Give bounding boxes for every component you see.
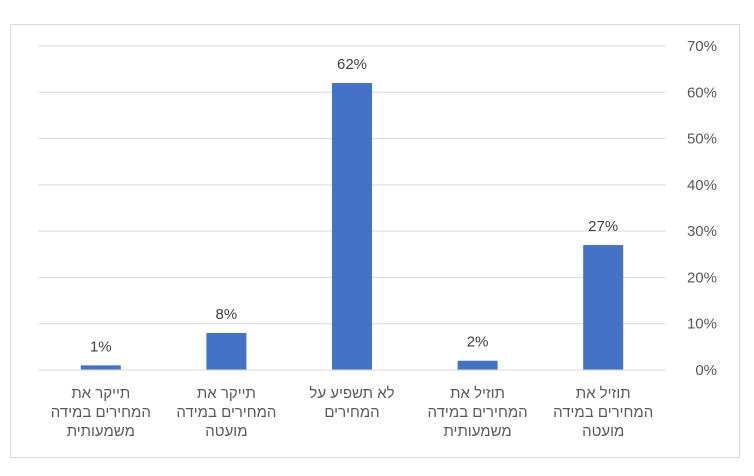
category-label-line: לא תשפיע על (309, 385, 394, 402)
bar (457, 360, 498, 370)
category-label-line: תוזיל את (576, 385, 631, 402)
y-tick-label: 40% (687, 177, 717, 194)
data-label: 27% (588, 218, 618, 235)
category-label: תוזיל את המחירים במידה מועטה (553, 385, 653, 440)
bars (80, 83, 624, 371)
chart-frame (10, 24, 740, 458)
bar (332, 83, 372, 371)
data-labels: 27% 2% 62% 8% 1% (90, 56, 618, 355)
bar (206, 332, 247, 370)
y-tick-label: 20% (687, 269, 717, 286)
category-label: תייקר את המחירים במידה מועטה (176, 385, 276, 440)
y-tick-label: 30% (687, 223, 717, 240)
data-label: 8% (216, 306, 238, 323)
bar (583, 245, 624, 370)
category-label-line: תייקר את (71, 385, 130, 402)
y-axis-ticks: 0% 10% 20% 30% 40% 50% 60% 70% (687, 38, 717, 379)
bar (80, 365, 121, 370)
category-label: תייקר את המחירים במידה משמעותית (51, 385, 151, 440)
y-tick-label: 70% (687, 38, 717, 55)
data-label: 2% (467, 334, 489, 351)
y-tick-label: 10% (687, 316, 717, 333)
y-tick-label: 50% (687, 131, 717, 148)
category-label-line: המחירים במידה (51, 404, 151, 421)
category-label-line: מועטה (205, 423, 247, 440)
data-label: 1% (90, 338, 112, 355)
y-tick-label: 60% (687, 84, 717, 101)
category-label-line: תייקר את (197, 385, 256, 402)
data-label: 62% (337, 56, 367, 73)
category-label-line: מועטה (582, 423, 624, 440)
category-label-line: המחירים במידה (176, 404, 276, 421)
category-label-line: משמעותית (67, 423, 135, 440)
category-label-line: המחירים במידה (428, 404, 528, 421)
category-label-line: תוזיל את (450, 385, 505, 402)
category-labels: תוזיל את המחירים במידה מועטה תוזיל את המחירי… (51, 385, 653, 440)
category-label-line: המחירים במידה (553, 404, 653, 421)
category-label-line: המחירים (324, 404, 379, 421)
category-label-line: משמעותית (443, 423, 511, 440)
category-label: תוזיל את המחירים במידה משמעותית (428, 385, 528, 440)
category-label: לא תשפיע על המחירים (309, 385, 394, 421)
y-tick-label: 0% (695, 362, 717, 379)
